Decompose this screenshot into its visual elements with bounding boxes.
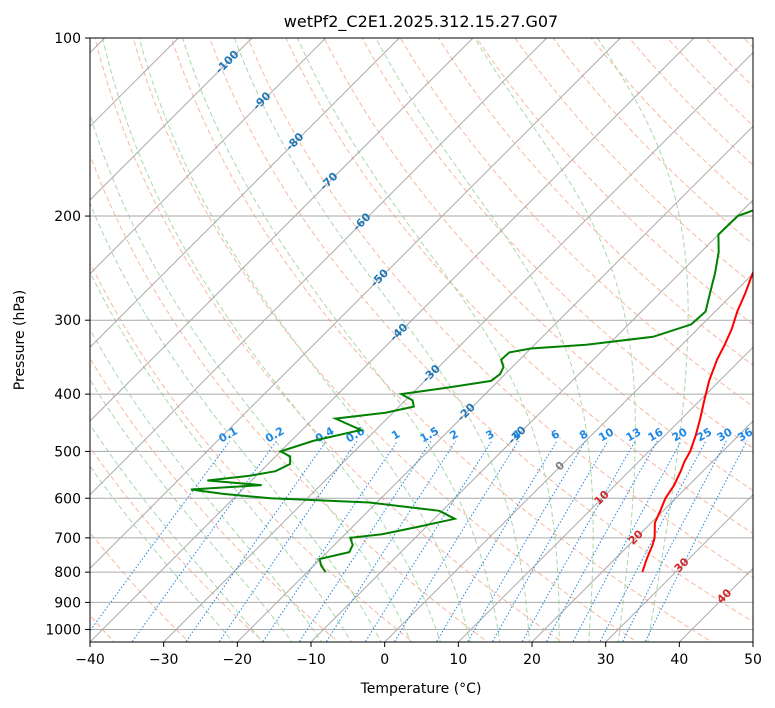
isotherm-line (457, 346, 753, 642)
mixing-ratio-line (466, 440, 586, 642)
mixing-ratio-line (621, 440, 727, 642)
mixing-ratio-line (521, 440, 636, 642)
profiles (190, 209, 753, 573)
temperature-profile (641, 270, 753, 573)
mixing-ratio-line (435, 440, 558, 642)
isotherm-line (90, 38, 548, 496)
mixing-ratio-lines (90, 440, 748, 642)
y-tick-label: 800 (54, 565, 81, 581)
pressure-gridlines (90, 38, 753, 630)
isotherm-line (90, 38, 327, 275)
isotherm-line (90, 38, 400, 349)
mixing-ratio-line (90, 440, 231, 632)
mixing-ratio-line (644, 440, 748, 642)
x-axis-label: Temperature (°C) (360, 681, 482, 697)
y-axis-label: Pressure (hPa) (12, 290, 28, 390)
mixing-ratio-line (491, 440, 609, 642)
dry-adiabat (361, 38, 753, 449)
isotherm-line (90, 38, 695, 642)
dry-adiabat (90, 153, 489, 642)
dry-adiabat (437, 38, 753, 366)
isotherms (90, 38, 753, 642)
y-tick-label: 400 (54, 387, 81, 403)
dry-adiabat (476, 38, 753, 326)
x-tick-label: 10 (449, 652, 467, 668)
isotherm-line (90, 38, 474, 422)
isotherm-line (236, 125, 753, 642)
isotherm-line (384, 272, 753, 642)
moist-adiabat (90, 423, 264, 642)
x-tick-label: −40 (75, 652, 105, 668)
x-tick-label: 20 (523, 652, 541, 668)
x-tick-label: 0 (380, 652, 389, 668)
x-tick-label: −10 (296, 652, 326, 668)
x-tick-label: 50 (744, 652, 762, 668)
isotherm-line (531, 420, 753, 642)
dewpoint-profile (190, 209, 753, 573)
isotherm-line (310, 199, 753, 642)
isotherm-line (90, 38, 253, 201)
x-axis-ticks: −40 −30 −20 −10 0 10 20 30 40 50 (75, 642, 762, 668)
mixing-ratio-line (262, 440, 399, 642)
x-tick-label: 30 (597, 652, 615, 668)
plot-frame (89, 37, 754, 643)
chart-title: wetPf2_C2E1.2025.312.15.27.G07 (284, 12, 558, 32)
y-tick-label: 500 (54, 444, 81, 460)
y-tick-label: 900 (54, 595, 81, 611)
isotherm-line (605, 493, 753, 642)
y-tick-label: 600 (54, 491, 81, 507)
mixing-ratio-line (218, 440, 358, 642)
x-tick-label: −30 (149, 652, 179, 668)
y-tick-label: 1000 (45, 622, 81, 638)
mixing-ratio-line (599, 440, 707, 642)
y-axis-ticks: 100 200 300 400 500 600 700 800 900 1000 (45, 31, 90, 638)
dry-adiabat (90, 357, 339, 642)
y-tick-label: 700 (54, 531, 81, 547)
moist-adiabat (90, 465, 234, 642)
isotherm-line (163, 51, 753, 642)
mixing-ratio-line (325, 440, 457, 642)
isotherm-line (90, 38, 621, 570)
dry-adiabat (94, 38, 564, 642)
y-tick-label: 200 (54, 209, 81, 225)
x-tick-label: −20 (223, 652, 253, 668)
mixing-ratio-line (364, 440, 493, 642)
dry-adiabat (323, 38, 753, 492)
mixing-ratio-line (393, 440, 519, 642)
dry-adiabat (90, 446, 265, 642)
y-tick-label: 100 (54, 31, 81, 47)
mixing-ratio-label: 36 (735, 425, 755, 444)
moist-adiabat (90, 378, 293, 642)
mixing-ratio-line (298, 440, 432, 642)
y-tick-label: 300 (54, 313, 81, 329)
x-tick-label: 40 (670, 652, 688, 668)
